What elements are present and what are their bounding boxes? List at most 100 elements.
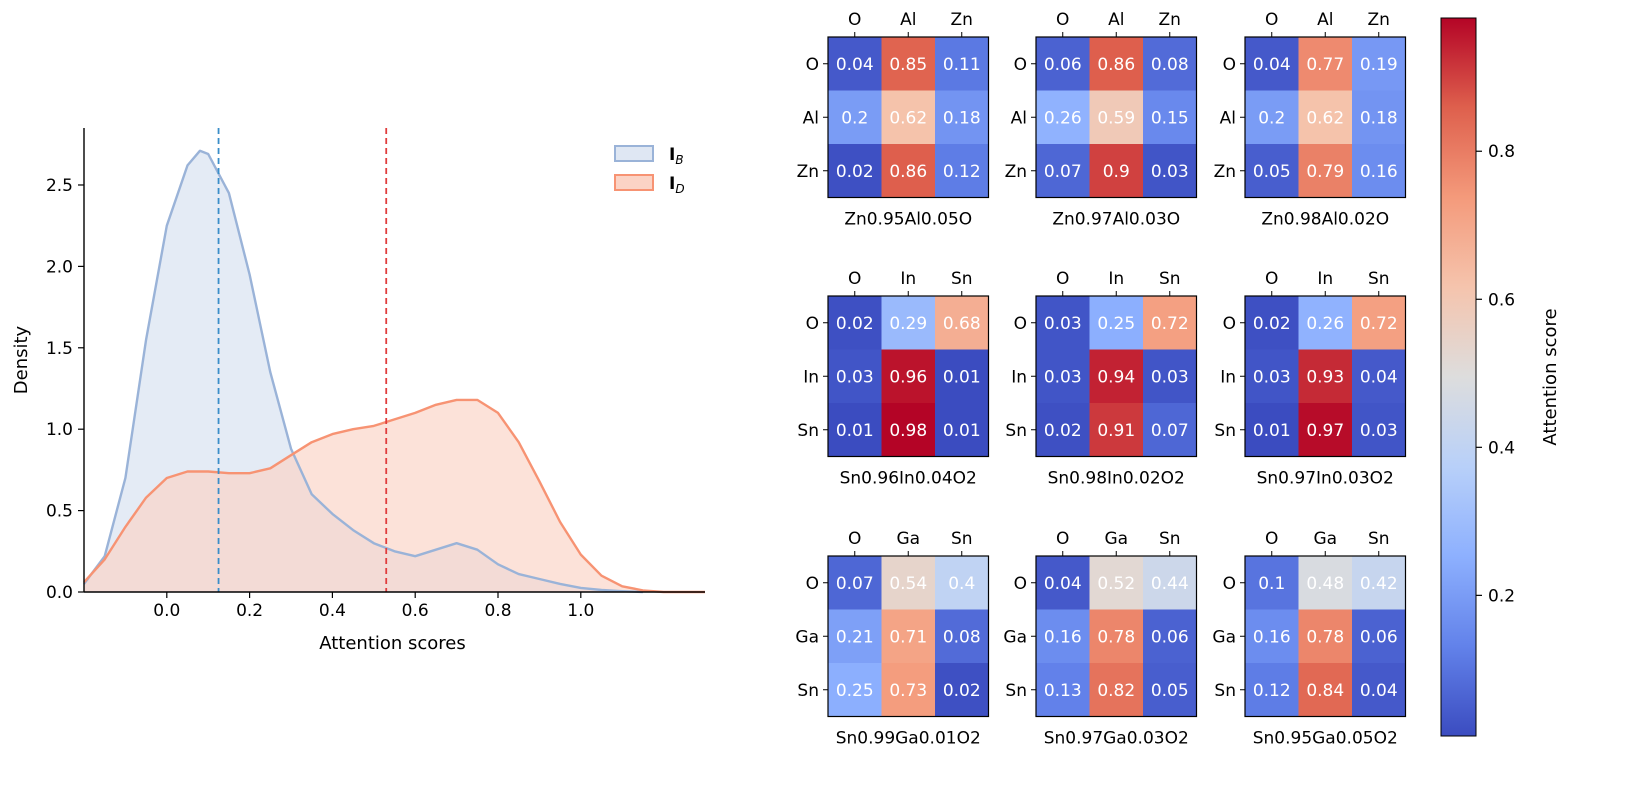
legend-label-1: ID xyxy=(669,174,685,196)
heatmap-cell xyxy=(1036,349,1090,404)
heatmap-cell-value: 0.97 xyxy=(1306,421,1344,441)
heatmap-cell xyxy=(828,90,882,145)
heatmap-row-label: Ga xyxy=(1003,627,1027,647)
heatmap-cell xyxy=(828,556,882,610)
heatmap-col-label: Al xyxy=(1108,10,1124,30)
heatmap-cell xyxy=(828,403,882,457)
density-line-1 xyxy=(83,398,705,594)
heatmap-col-label: Al xyxy=(900,10,916,30)
heatmap-cell xyxy=(1298,556,1353,610)
heatmap-cell-value: 0.79 xyxy=(1306,162,1344,182)
heatmap-cell-value: 0.12 xyxy=(1253,681,1291,701)
heatmap-cell xyxy=(935,349,989,404)
heatmap-cell xyxy=(935,609,989,664)
heatmap-cell xyxy=(1143,609,1197,664)
x-tick-label: 0.4 xyxy=(319,601,346,621)
heatmap-title: Sn0.96In0.04O2 xyxy=(840,469,977,489)
heatmap-cell xyxy=(1352,349,1406,404)
heatmap-cell-value: 0.03 xyxy=(1360,421,1398,441)
heatmap-cell xyxy=(1089,609,1144,664)
heatmap-cell-value: 0.29 xyxy=(889,314,927,334)
heatmap-cell-value: 0.84 xyxy=(1306,681,1344,701)
heatmap-cell xyxy=(1143,296,1197,350)
heatmap-col-label: O xyxy=(848,529,861,549)
heatmap-cell xyxy=(1245,556,1299,610)
heatmap-row-label: Ga xyxy=(795,627,819,647)
heatmap-cell-value: 0.48 xyxy=(1306,574,1344,594)
heatmap-cell xyxy=(1245,296,1299,350)
heatmap-cell-value: 0.03 xyxy=(1151,162,1189,182)
x-axis-title: Attention scores xyxy=(319,633,466,654)
heatmap-cell xyxy=(1036,663,1090,717)
heatmap-cell xyxy=(1298,403,1353,457)
heatmap-cell-value: 0.78 xyxy=(1306,627,1344,647)
heatmap-col-label: O xyxy=(1056,529,1069,549)
heatmap-cell-value: 0.25 xyxy=(836,681,874,701)
heatmap-title: Zn0.95Al0.05O xyxy=(844,210,972,230)
heatmap-col-label: Zn xyxy=(1368,10,1390,30)
heatmap-panel-4: 0.03 0.25 0.72 0.03 0.94 0.03 0.02 0.91 0.07 O In S… xyxy=(1005,269,1198,489)
heatmap-title: Sn0.97Ga0.03O2 xyxy=(1044,729,1189,749)
heatmap-cell-value: 0.85 xyxy=(889,55,927,75)
heatmap-cell xyxy=(935,296,989,350)
heatmap-cell-value: 0.86 xyxy=(1097,55,1135,75)
heatmap-col-label: O xyxy=(1056,269,1069,289)
heatmap-cell-value: 0.02 xyxy=(836,162,874,182)
heatmap-cell-value: 0.16 xyxy=(1360,162,1398,182)
heatmap-cell-value: 0.01 xyxy=(943,421,981,441)
heatmap-col-label: In xyxy=(1108,269,1124,289)
heatmap-col-label: Sn xyxy=(1368,269,1390,289)
heatmap-cell xyxy=(1089,403,1144,457)
heatmap-cell-value: 0.12 xyxy=(943,162,981,182)
heatmap-cell xyxy=(1245,144,1299,198)
colorbar-tick-label: 0.8 xyxy=(1488,142,1515,162)
heatmap-cell-value: 0.26 xyxy=(1306,314,1344,334)
heatmap-row-label: O xyxy=(806,314,819,334)
heatmap-cell-value: 0.04 xyxy=(1253,55,1291,75)
heatmap-cell-value: 0.93 xyxy=(1306,367,1344,387)
heatmap-panel-2: 0.04 0.77 0.19 0.2 0.62 0.18 0.05 0.79 0.16 O Al Zn… xyxy=(1214,10,1407,230)
heatmap-row-label: Al xyxy=(1011,108,1027,128)
heatmap-cell xyxy=(935,37,989,91)
heatmap-row-label: Ga xyxy=(1212,627,1236,647)
legend-label-0: IB xyxy=(669,145,684,167)
y-tick-label: 1.5 xyxy=(46,339,73,359)
heatmap-cell xyxy=(828,296,882,350)
heatmap-cell xyxy=(1352,37,1406,91)
heatmap-title: Zn0.97Al0.03O xyxy=(1052,210,1180,230)
x-tick-label: 0.6 xyxy=(402,601,429,621)
heatmap-cell-value: 0.02 xyxy=(1253,314,1291,334)
heatmap-panel-0: 0.04 0.85 0.11 0.2 0.62 0.18 0.02 0.86 0.12 O Al Zn… xyxy=(797,10,990,230)
heatmap-cell-value: 0.54 xyxy=(889,574,927,594)
y-tick-label: 0.5 xyxy=(46,502,73,522)
heatmap-row-label: Sn xyxy=(1214,421,1236,441)
heatmap-panel-1: 0.06 0.86 0.08 0.26 0.59 0.15 0.07 0.9 0.03 O Al Zn… xyxy=(1005,10,1198,230)
heatmap-row-label: O xyxy=(806,55,819,75)
heatmap-col-label: O xyxy=(1056,10,1069,30)
x-tick-label: 1.0 xyxy=(567,601,594,621)
colorbar-bar xyxy=(1440,17,1477,737)
heatmap-cell xyxy=(828,144,882,198)
heatmap-cell-value: 0.2 xyxy=(841,108,868,128)
heatmap-cell xyxy=(1143,144,1197,198)
x-tick-label: 0.8 xyxy=(484,601,511,621)
heatmap-cell-value: 0.44 xyxy=(1151,574,1189,594)
heatmap-cell-value: 0.05 xyxy=(1253,162,1291,182)
heatmap-cell-value: 0.01 xyxy=(1253,421,1291,441)
heatmap-row-label: In xyxy=(803,367,819,387)
heatmap-cell-value: 0.01 xyxy=(943,367,981,387)
legend-swatch-1 xyxy=(614,174,654,191)
heatmap-col-label: O xyxy=(1265,10,1278,30)
legend-main: I xyxy=(669,145,675,165)
heatmap-row-label: Al xyxy=(1220,108,1236,128)
heatmap-row-label: Sn xyxy=(1005,421,1027,441)
heatmap-cell xyxy=(881,609,936,664)
heatmap-cell-value: 0.78 xyxy=(1097,627,1135,647)
heatmap-row-label: Sn xyxy=(1214,681,1236,701)
heatmap-col-label: Ga xyxy=(1313,529,1337,549)
heatmap-cell xyxy=(1089,144,1144,198)
y-axis-title: Density xyxy=(11,325,32,394)
heatmap-cell xyxy=(828,609,882,664)
heatmap-cell xyxy=(881,403,936,457)
